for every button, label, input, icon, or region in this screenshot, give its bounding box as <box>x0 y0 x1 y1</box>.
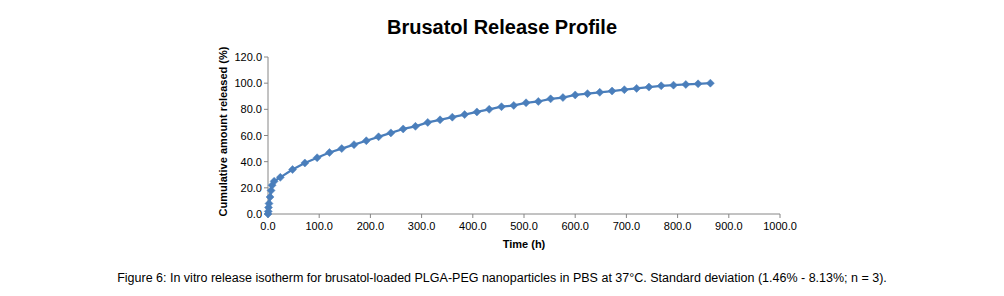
marker <box>571 91 579 99</box>
marker <box>424 118 432 126</box>
x-tick-label: 600.0 <box>561 220 589 232</box>
y-tick <box>264 135 268 136</box>
y-tick-label: 80.0 <box>241 103 262 115</box>
marker <box>350 141 358 149</box>
marker <box>338 145 346 153</box>
marker <box>510 101 518 109</box>
marker <box>387 129 395 137</box>
y-tick <box>264 83 268 84</box>
marker <box>608 87 616 95</box>
chart: Brusatol Release Profile 0.0 20.0 40.0 60.0 8… <box>0 0 1004 296</box>
y-axis-label: Cumulative amount released (%) <box>217 46 229 216</box>
marker <box>461 111 469 119</box>
marker <box>670 81 678 89</box>
marker <box>559 94 567 102</box>
y-tick-label: 60.0 <box>241 130 262 142</box>
x-axis-label: Time (h) <box>503 238 546 250</box>
marker <box>657 82 665 90</box>
x-tick <box>780 214 781 218</box>
y-tick <box>264 109 268 110</box>
x-tick <box>524 214 525 218</box>
x-tick <box>728 214 729 218</box>
x-tick <box>575 214 576 218</box>
marker <box>399 125 407 133</box>
y-tick-label: 40.0 <box>241 156 262 168</box>
x-tick-label: 200.0 <box>357 220 385 232</box>
caption: Figure 6: In vitro release isotherm for … <box>117 271 887 285</box>
x-tick-label: 1000.0 <box>763 220 797 232</box>
marker <box>694 80 702 88</box>
y-tick-label: 100.0 <box>234 77 262 89</box>
marker <box>645 83 653 91</box>
x-tick <box>677 214 678 218</box>
marker <box>313 154 321 162</box>
marker <box>266 193 274 201</box>
marker <box>289 166 297 174</box>
x-tick <box>370 214 371 218</box>
marker <box>497 103 505 111</box>
marker <box>522 99 530 107</box>
x-tick-label: 800.0 <box>664 220 692 232</box>
marker <box>706 79 714 87</box>
marker <box>411 122 419 130</box>
y-tick <box>264 57 268 58</box>
x-tick-label: 300.0 <box>408 220 436 232</box>
x-tick <box>472 214 473 218</box>
marker <box>633 84 641 92</box>
marker <box>534 97 542 105</box>
marker <box>436 116 444 124</box>
marker <box>473 108 481 116</box>
marker <box>448 113 456 121</box>
marker <box>583 90 591 98</box>
y-tick <box>264 161 268 162</box>
plot-area <box>264 79 714 218</box>
x-tick-label: 900.0 <box>715 220 743 232</box>
y-tick-label: 20.0 <box>241 182 262 194</box>
x-tick-label: 500.0 <box>510 220 538 232</box>
marker <box>375 133 383 141</box>
marker <box>276 173 284 181</box>
x-tick <box>319 214 320 218</box>
x-tick <box>626 214 627 218</box>
marker <box>682 80 690 88</box>
marker <box>547 95 555 103</box>
marker <box>362 137 370 145</box>
y-tick <box>264 187 268 188</box>
title: Brusatol Release Profile <box>387 16 617 38</box>
line <box>268 83 710 214</box>
marker <box>620 86 628 94</box>
marker <box>325 149 333 157</box>
marker <box>265 200 273 208</box>
marker <box>301 159 309 167</box>
x-tick-label: 0.0 <box>260 220 275 232</box>
y-tick-label: 0.0 <box>247 208 262 220</box>
x-tick-label: 100.0 <box>305 220 333 232</box>
x-tick-label: 400.0 <box>459 220 487 232</box>
x-tick-label: 700.0 <box>613 220 641 232</box>
marker <box>270 177 278 185</box>
marker <box>596 88 604 96</box>
y-tick-label: 120.0 <box>234 51 262 63</box>
x-tick <box>421 214 422 218</box>
marker <box>485 105 493 113</box>
